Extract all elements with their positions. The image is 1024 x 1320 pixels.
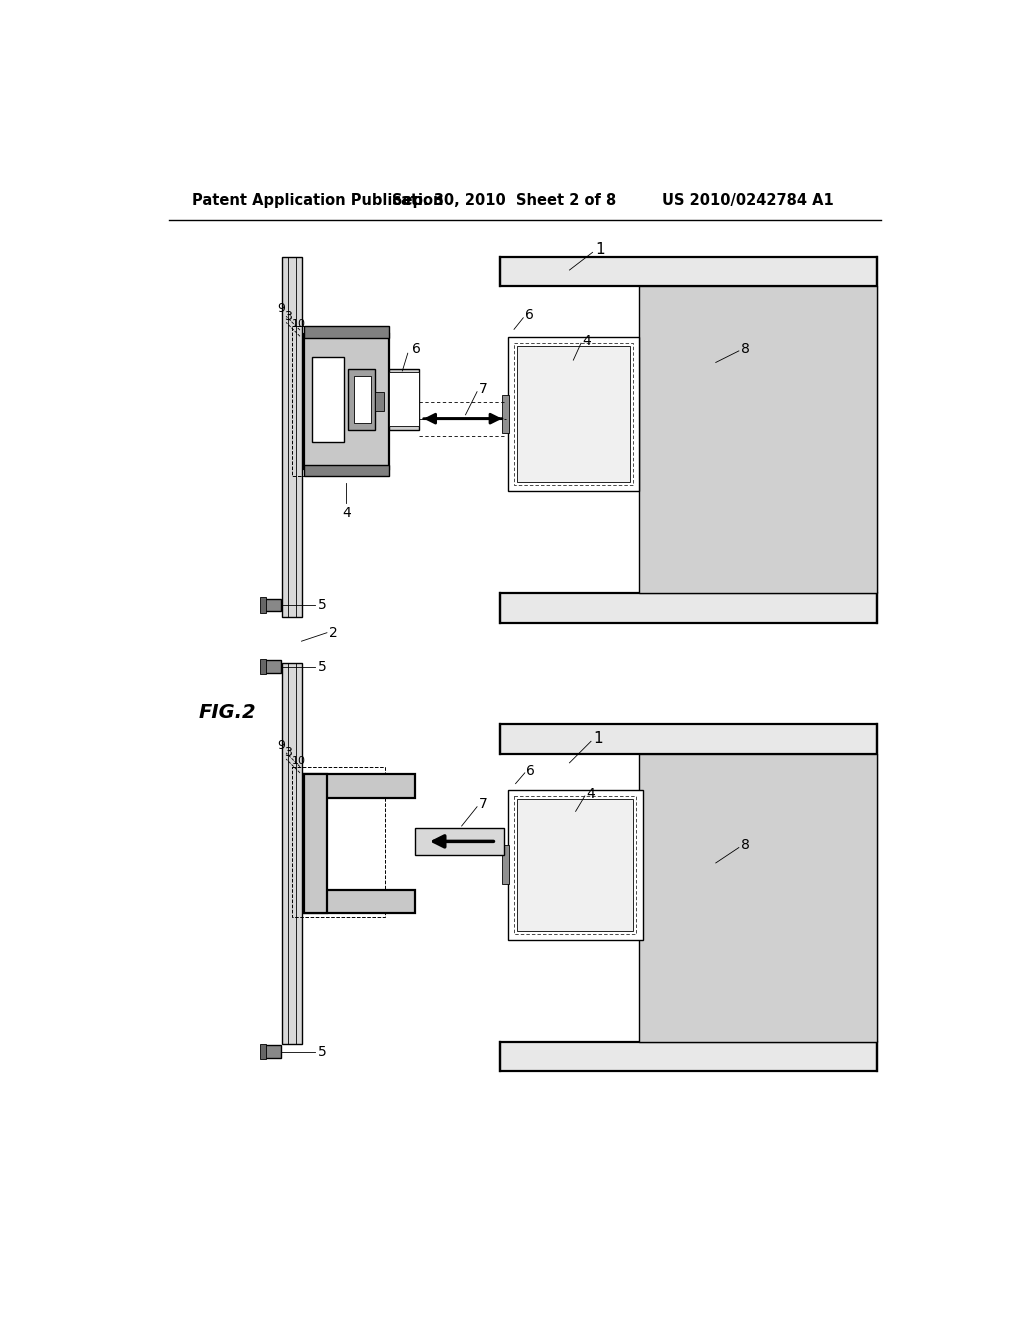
Text: 1: 1 [593, 731, 603, 746]
Text: 4: 4 [587, 787, 595, 801]
Bar [508, 337, 639, 491]
Text: 7: 7 [478, 797, 487, 812]
Text: FIG.2: FIG.2 [199, 704, 256, 722]
Bar [264, 660, 282, 673]
Bar [283, 257, 302, 616]
Bar [388, 372, 419, 426]
Text: 5: 5 [317, 660, 327, 673]
Bar [304, 775, 416, 797]
Bar [260, 659, 266, 675]
Text: 6: 6 [526, 763, 536, 777]
Text: Sep. 30, 2010  Sheet 2 of 8: Sep. 30, 2010 Sheet 2 of 8 [392, 193, 616, 209]
Bar [260, 597, 266, 612]
Text: US 2010/0242784 A1: US 2010/0242784 A1 [662, 193, 834, 209]
Bar [514, 796, 637, 933]
Text: 3: 3 [285, 746, 293, 759]
Bar [508, 789, 643, 940]
Bar [292, 767, 385, 917]
Text: 2: 2 [330, 626, 338, 640]
Text: 5: 5 [317, 1044, 327, 1059]
Text: 4: 4 [583, 334, 591, 348]
Bar [514, 343, 633, 484]
Text: 8: 8 [741, 342, 750, 355]
Bar [264, 599, 282, 611]
Bar [348, 368, 376, 430]
Bar [502, 845, 509, 884]
Bar [354, 376, 371, 422]
Bar [500, 725, 878, 754]
Bar [304, 890, 416, 913]
Bar [517, 799, 634, 931]
Text: 4: 4 [342, 507, 351, 520]
Bar [502, 395, 509, 433]
Text: 10: 10 [292, 755, 306, 766]
Bar [260, 1044, 266, 1059]
Bar [639, 286, 878, 594]
Bar [639, 754, 878, 1041]
Bar [375, 392, 384, 411]
Bar [304, 334, 388, 469]
Text: 1: 1 [595, 242, 604, 257]
Bar [304, 775, 327, 913]
Bar [416, 828, 504, 855]
Bar [500, 594, 878, 623]
Text: 8: 8 [741, 838, 750, 853]
Text: 10: 10 [292, 319, 306, 329]
Bar [304, 465, 388, 477]
Bar [304, 326, 388, 338]
Bar [292, 326, 388, 477]
Text: 3: 3 [285, 310, 293, 323]
Text: 5: 5 [317, 598, 327, 612]
Text: Patent Application Publication: Patent Application Publication [193, 193, 443, 209]
Bar [500, 257, 878, 286]
Bar [283, 663, 302, 1044]
Text: 9: 9 [276, 739, 285, 751]
Bar [311, 358, 344, 442]
Text: 6: 6 [412, 342, 421, 356]
Text: 9: 9 [276, 302, 285, 315]
Text: 6: 6 [524, 309, 534, 322]
Text: 7: 7 [478, 383, 487, 396]
Bar [264, 1045, 282, 1057]
Bar [388, 368, 419, 430]
Bar [500, 1041, 878, 1071]
Bar [517, 346, 630, 482]
